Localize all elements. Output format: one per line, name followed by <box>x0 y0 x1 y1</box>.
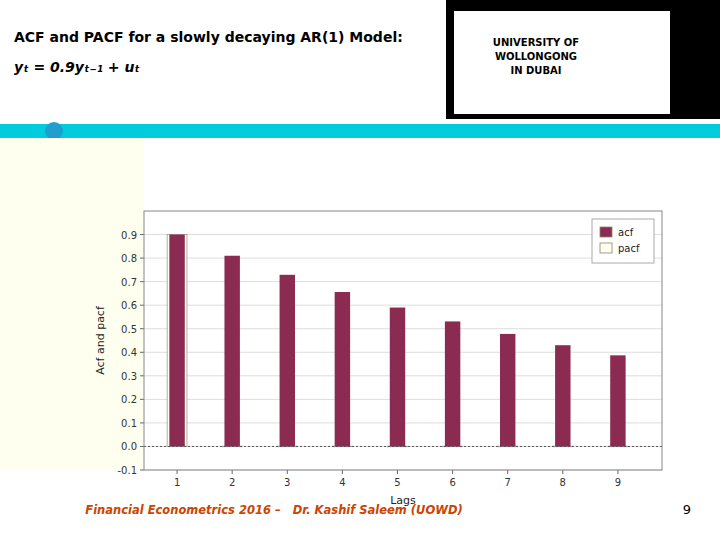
bar-acf <box>335 292 350 446</box>
y-tick <box>140 328 144 329</box>
y-tick-label: 0.1 <box>121 418 137 429</box>
y-tick <box>140 352 144 353</box>
legend-swatch <box>600 243 612 253</box>
divider-bar <box>0 124 720 138</box>
slide: UNIVERSITY OF WOLLONGONG IN DUBAI ACF and P… <box>0 0 720 540</box>
y-tick-label: 0.7 <box>121 277 137 288</box>
bar-acf <box>280 275 295 447</box>
x-tick-label: 9 <box>615 477 621 488</box>
bar-acf <box>555 345 570 446</box>
logo-text: UNIVERSITY OF WOLLONGONG IN DUBAI <box>493 37 579 76</box>
y-tick <box>140 375 144 376</box>
x-tick <box>452 470 453 474</box>
x-tick-label: 7 <box>505 477 511 488</box>
logo-band <box>446 0 720 119</box>
y-tick <box>140 399 144 400</box>
y-tick-label: 0.8 <box>121 253 137 264</box>
x-tick-label: 3 <box>284 477 290 488</box>
y-tick-label: 0.6 <box>121 300 137 311</box>
grid-line <box>144 258 662 259</box>
bar-acf <box>169 235 184 447</box>
divider-bullet <box>45 122 63 140</box>
y-tick-label: 0.5 <box>121 324 137 335</box>
x-tick <box>232 470 233 474</box>
bar-acf <box>610 355 625 446</box>
y-tick <box>140 281 144 282</box>
y-tick <box>140 470 144 471</box>
y-axis-label: Acf and pacf <box>94 305 107 375</box>
x-tick <box>617 470 618 474</box>
y-tick-label: 0.4 <box>121 347 137 358</box>
y-tick <box>140 305 144 306</box>
grid-line <box>144 305 662 306</box>
y-tick-label: 0.2 <box>121 394 137 405</box>
grid-line <box>144 281 662 282</box>
x-tick <box>562 470 563 474</box>
plot-area <box>144 211 662 470</box>
plot-frame <box>144 211 662 470</box>
bar-pacf <box>167 235 187 447</box>
x-tick <box>507 470 508 474</box>
legend <box>592 219 654 263</box>
y-tick-label: -0.1 <box>117 465 137 476</box>
bars <box>167 235 628 447</box>
y-tick-label: 0.0 <box>121 441 137 452</box>
x-tick <box>342 470 343 474</box>
x-tick-label: 5 <box>394 477 400 488</box>
side-panel <box>0 138 144 470</box>
bar-acf <box>500 334 515 447</box>
footer: Financial Econometrics 2016 – Dr. Kashif… <box>85 503 462 517</box>
legend-label: pacf <box>618 243 640 254</box>
title: ACF and PACF for a slowly decaying AR(1)… <box>14 29 403 45</box>
logo-line: IN DUBAI <box>510 65 561 76</box>
y-tick-label: 0.3 <box>121 371 137 382</box>
grid-line <box>144 234 662 235</box>
bar-acf <box>445 321 460 446</box>
y-tick <box>140 446 144 447</box>
bar-acf <box>390 308 405 447</box>
logo-line: UNIVERSITY OF <box>493 37 579 48</box>
x-tick <box>287 470 288 474</box>
x-tick-label: 6 <box>449 477 455 488</box>
baseline <box>144 446 662 447</box>
y-tick <box>140 258 144 259</box>
x-tick-label: 2 <box>229 477 235 488</box>
page-number: 9 <box>683 502 691 517</box>
x-tick-label: 8 <box>560 477 566 488</box>
subtitle: yₜ = 0.9yₜ₋₁ + uₜ <box>14 59 140 75</box>
background <box>0 0 720 540</box>
y-tick-label: 0.9 <box>121 230 137 241</box>
bar-acf <box>224 256 239 447</box>
logo-line: WOLLONGONG <box>495 51 577 62</box>
legend-swatch <box>600 227 612 237</box>
x-tick-label: 4 <box>339 477 345 488</box>
logo-box <box>454 11 670 114</box>
x-tick-label: 1 <box>174 477 180 488</box>
y-tick <box>140 234 144 235</box>
x-tick <box>177 470 178 474</box>
legend-label: acf <box>618 227 634 238</box>
y-tick <box>140 422 144 423</box>
x-tick <box>397 470 398 474</box>
